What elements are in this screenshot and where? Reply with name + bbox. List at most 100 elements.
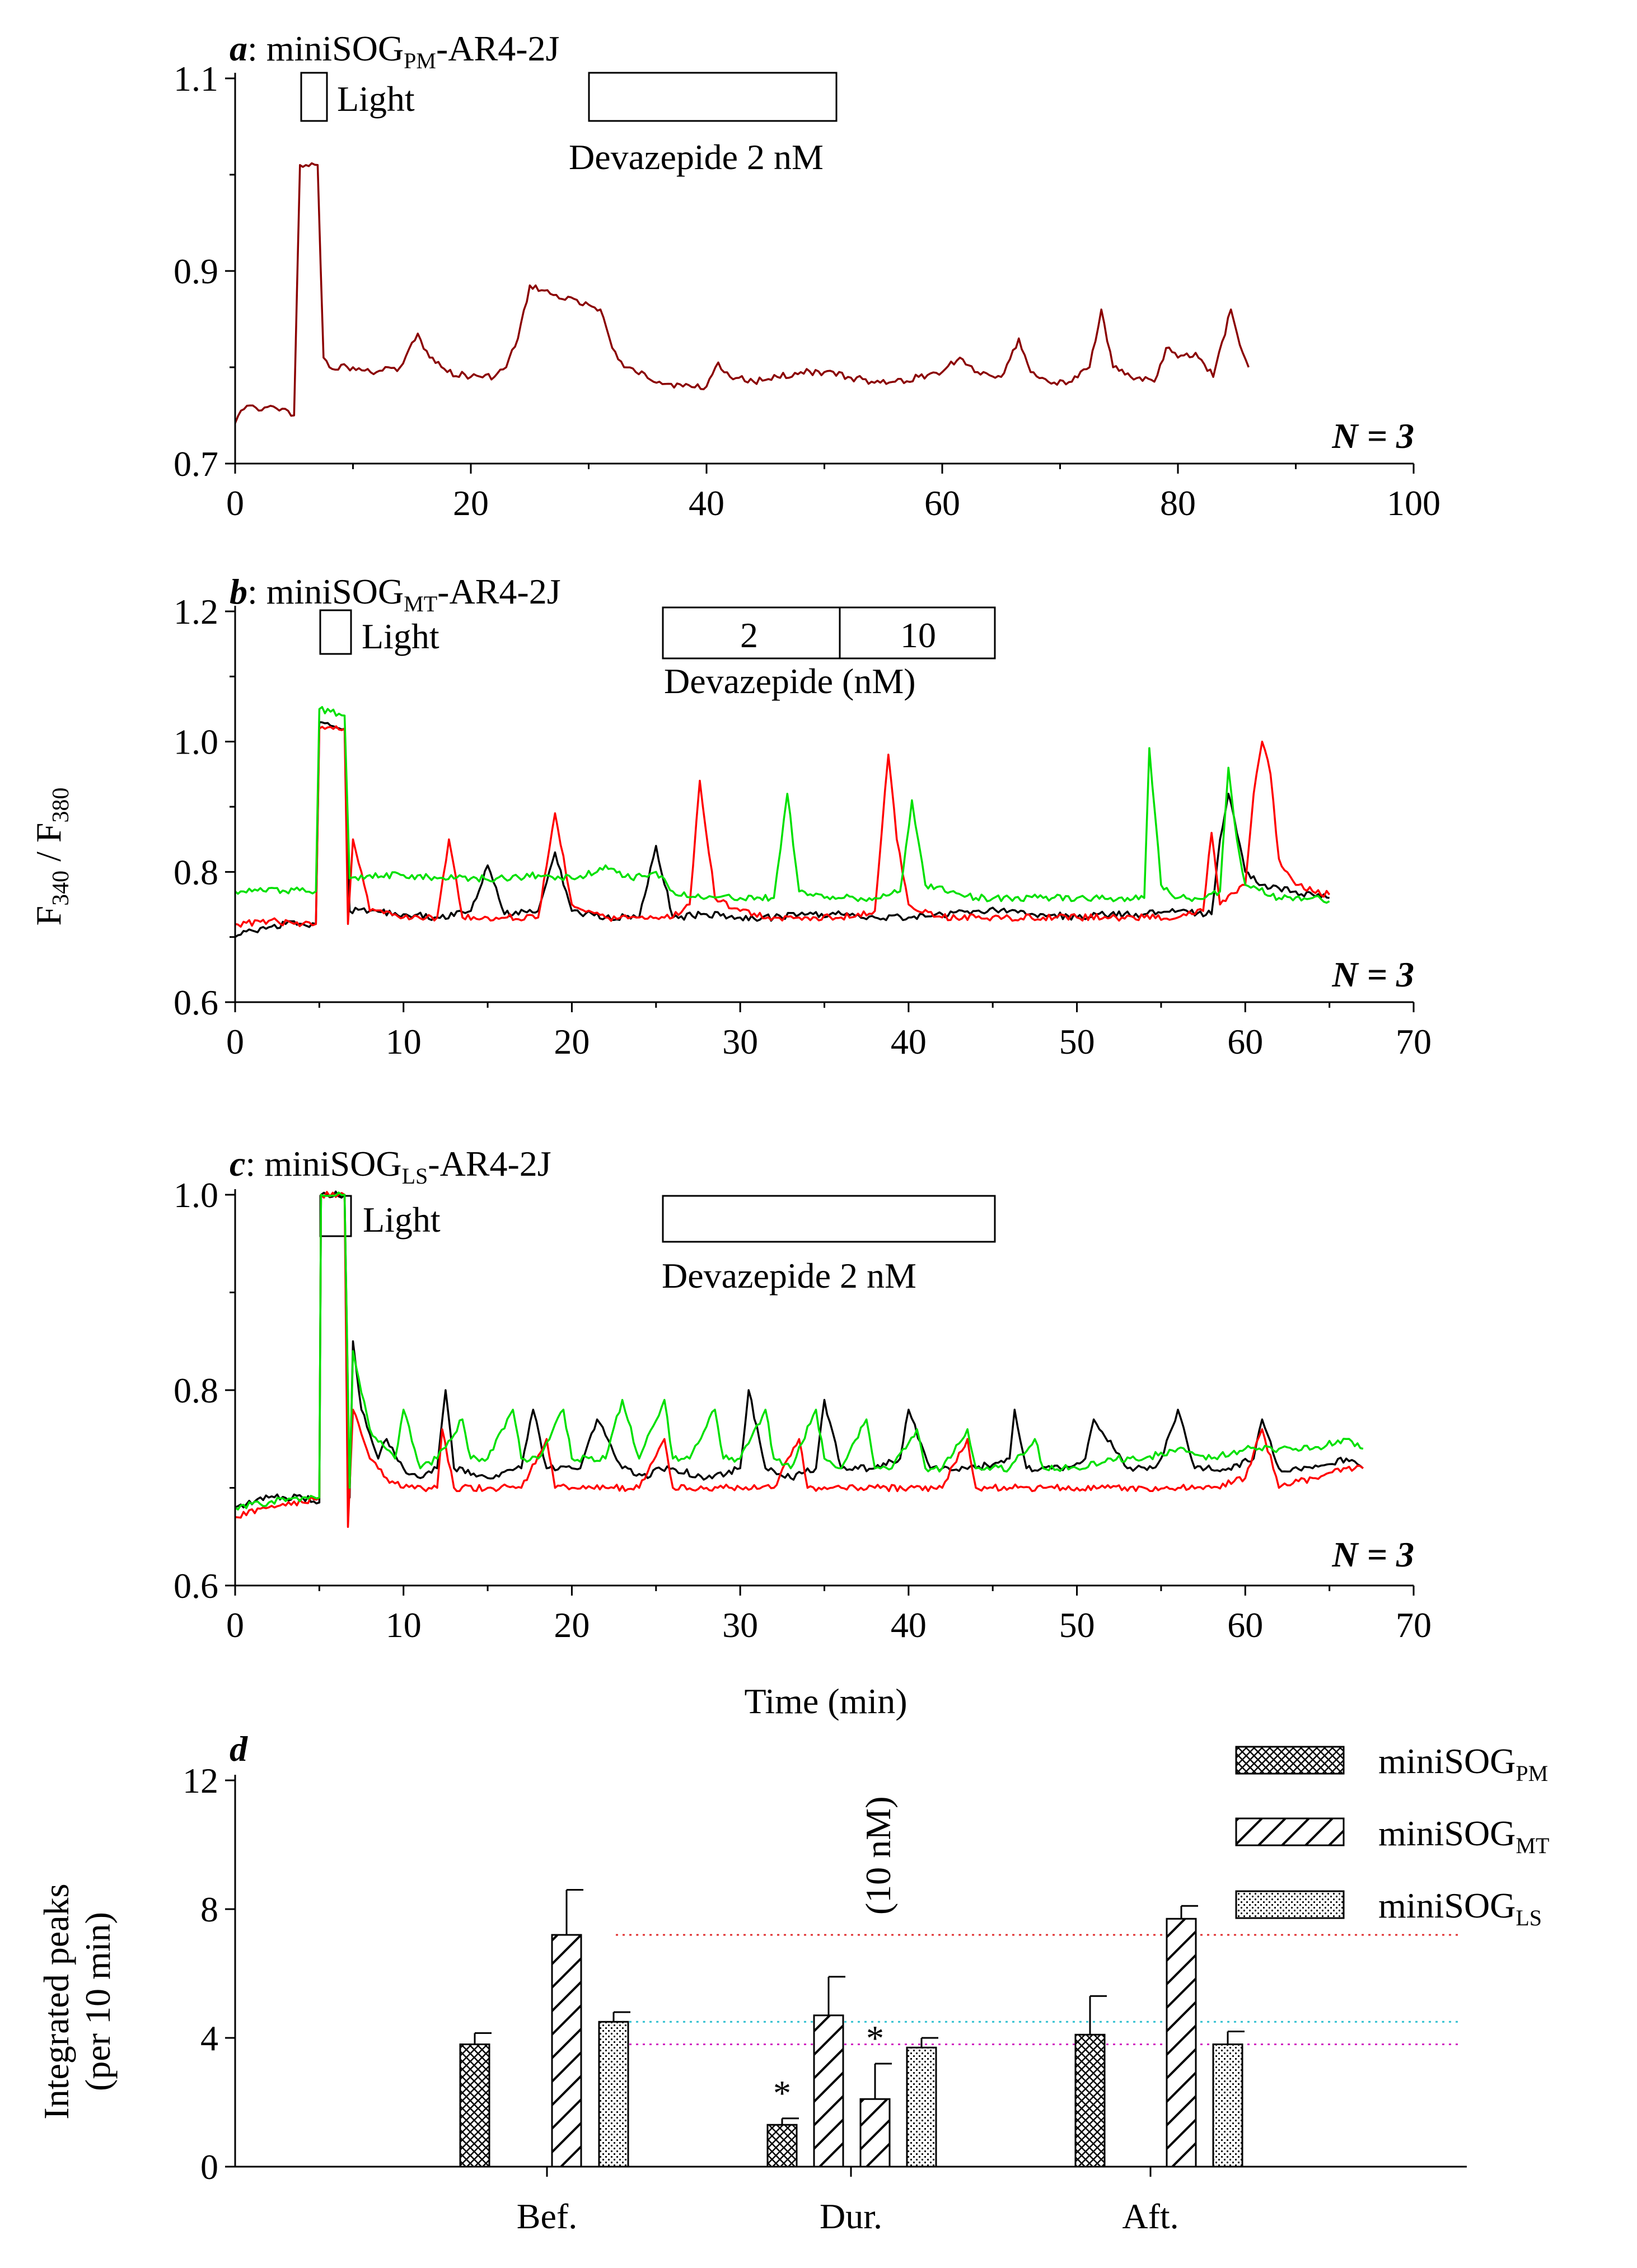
bar-dur-minisogmt2nm (813, 2014, 844, 2168)
y-tick-label-b: 0.6 (174, 983, 218, 1022)
y-tick-label-d: 8 (200, 1890, 218, 1929)
legend-swatch-mt (1235, 1817, 1345, 1846)
y-tick-label-c: 1.0 (174, 1175, 218, 1215)
panel-b-light-box (319, 609, 352, 655)
x-tick-label-b: 40 (891, 1022, 927, 1061)
panel-b-plot: 0 10 20 30 40 50 60 70 0.6 0.8 1.0 1.2 (174, 592, 1432, 1061)
x-tick-label-c: 40 (891, 1605, 927, 1645)
panel-d-letter: d (230, 1729, 248, 1769)
y-tick-label-a: 0.9 (174, 251, 218, 291)
bar-aft-minisogpm (1074, 2033, 1106, 2168)
panel-c: c: miniSOGLS-AR4-2J Light Devazepide 2 n… (174, 1144, 1432, 1721)
panel-c-plot: 0 10 20 30 40 50 60 70 0.6 0.8 1.0 (174, 1175, 1432, 1645)
panel-c-drug-label: Devazepide 2 nM (662, 1256, 916, 1296)
series-line-b-3 (234, 706, 1330, 904)
panel-c-x-axis-label: Time (min) (745, 1681, 908, 1721)
bar-dur-minisogpm (766, 2124, 798, 2168)
bar-dur-minisogmt10nm (859, 2098, 891, 2168)
x-category-label: Bef. (517, 2196, 577, 2236)
series-line-c-2 (235, 1191, 1364, 1528)
x-tick-label-c: 30 (722, 1605, 758, 1645)
bar-aft-minisogmt (1166, 1918, 1197, 2168)
series-line-c-3 (234, 1191, 1364, 1511)
panel-b-light-label: Light (362, 616, 439, 656)
legend-swatch-pm (1235, 1746, 1345, 1775)
y-tick-label-a: 1.1 (174, 59, 218, 99)
x-tick-label-c: 70 (1396, 1605, 1432, 1645)
x-tick-label-a: 100 (1387, 483, 1440, 523)
y-tick-label-d: 0 (200, 2147, 218, 2187)
panel-b-drug-box-2-label: 10 (900, 615, 936, 655)
panel-b-drug-label: Devazepide (nM) (664, 661, 916, 701)
x-tick-label-b: 30 (722, 1022, 758, 1061)
panel-b-title: b: miniSOGMT-AR4-2J (230, 572, 561, 616)
legend-label-pm: miniSOGPM (1378, 1741, 1548, 1786)
x-tick-label-b: 10 (386, 1022, 422, 1061)
panel-b-drug-box-1-label: 2 (740, 615, 758, 655)
panel-c-drug-box (662, 1195, 996, 1243)
bar-bef-minisogls (598, 2021, 629, 2168)
y-tick-label-d: 4 (200, 2018, 218, 2058)
series-line-b-1 (235, 721, 1330, 938)
x-tick-label-b: 50 (1059, 1022, 1095, 1061)
panel-b-drug-box-2 (839, 606, 996, 660)
panel-a-light-label: Light (337, 79, 415, 119)
legend-label-ls: miniSOGLS (1378, 1886, 1542, 1930)
y-tick-label-a: 0.7 (174, 444, 218, 484)
x-tick-label-a: 0 (226, 483, 244, 523)
bar-dur-minisogls (906, 2046, 937, 2168)
bar-aft-minisogls (1212, 2043, 1243, 2168)
x-tick-label-c: 0 (226, 1605, 244, 1645)
panel-d-y-axis-label-line1: Integrated peaks (36, 1883, 76, 2119)
y-tick-label-c: 0.8 (174, 1371, 218, 1410)
panel-d-y-axis-label-line2: (per 10 min) (78, 1912, 118, 2091)
x-category-label: Aft. (1122, 2196, 1178, 2236)
y-tick-label-b: 1.0 (174, 722, 218, 762)
panel-a-drug-label: Devazepide 2 nM (569, 137, 824, 177)
y-tick-label-d: 12 (183, 1761, 218, 1801)
y-tick-label-b: 0.8 (174, 852, 218, 892)
significance-star: * (773, 2073, 791, 2113)
x-tick-label-c: 20 (554, 1605, 590, 1645)
x-tick-label-b: 0 (226, 1022, 244, 1061)
panel-a-drug-box (588, 72, 838, 122)
x-tick-label-c: 60 (1227, 1605, 1263, 1645)
series-line-a-1 (234, 162, 1250, 424)
x-tick-label-a: 20 (453, 483, 489, 523)
series-line-b-2 (235, 725, 1331, 928)
x-tick-label-c: 10 (386, 1605, 422, 1645)
x-tick-label-c: 50 (1059, 1605, 1095, 1645)
significance-star: * (866, 2018, 884, 2058)
x-tick-label-a: 40 (689, 483, 724, 523)
panel-a-light-box (300, 72, 328, 122)
panel-a-n-label: N = 3 (1331, 416, 1414, 456)
x-category-label: Dur. (820, 2196, 882, 2236)
legend-swatch-ls (1235, 1890, 1345, 1919)
panel-d-rotated-label: (10 nM) (858, 1796, 898, 1915)
panel-a-plot: 0 20 40 60 80 100 0.7 0.9 1.1 (174, 59, 1440, 523)
panel-c-light-box (319, 1195, 352, 1237)
y-tick-label-c: 0.6 (174, 1566, 218, 1606)
panel-c-light-label: Light (363, 1200, 441, 1240)
panel-d: d Integrated peaks (per 10 min) (10 nM) … (36, 1729, 1549, 2236)
panel-b-y-axis-label: F340 / F380 (29, 788, 74, 926)
panel-b-n-label: N = 3 (1331, 955, 1414, 994)
panel-c-n-label: N = 3 (1331, 1535, 1414, 1574)
panel-a-title: a: miniSOGPM-AR4-2J (230, 29, 559, 73)
panel-b: b: miniSOGMT-AR4-2J Light 2 10 Devazepid… (29, 572, 1432, 1061)
legend: miniSOGPM miniSOGMT miniSOGLS (1235, 1741, 1549, 1930)
x-tick-label-a: 60 (924, 483, 960, 523)
x-tick-label-b: 70 (1396, 1022, 1432, 1061)
bar-bef-minisogmt (551, 1934, 582, 2168)
panel-c-title: c: miniSOGLS-AR4-2J (230, 1144, 551, 1189)
panel-d-plot: * * 0 4 8 12 Bef. Dur. Aft. (183, 1761, 1467, 2236)
series-line-c-1 (235, 1190, 1364, 1509)
x-tick-label-a: 80 (1160, 483, 1196, 523)
x-tick-label-b: 60 (1227, 1022, 1263, 1061)
x-tick-label-b: 20 (554, 1022, 590, 1061)
bar-bef-minisogpm (459, 2043, 490, 2168)
panel-a: a: miniSOGPM-AR4-2J Light Devazepide 2 n… (174, 29, 1440, 523)
y-tick-label-b: 1.2 (174, 592, 218, 632)
legend-label-mt: miniSOGMT (1378, 1813, 1549, 1858)
